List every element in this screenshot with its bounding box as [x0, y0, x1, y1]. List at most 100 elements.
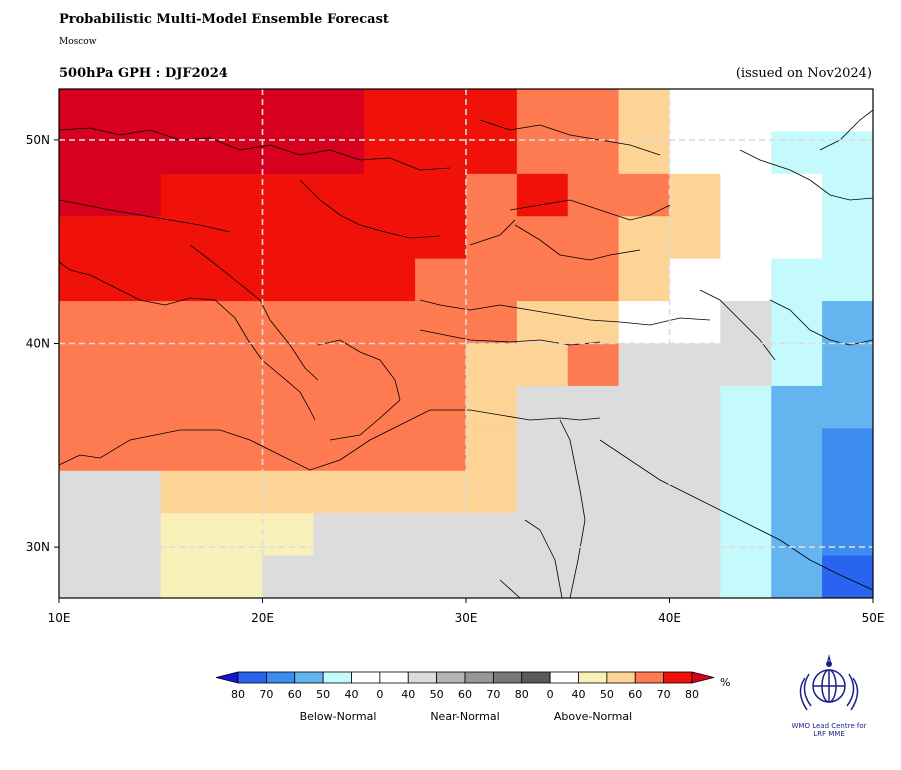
colorbar-tick-labels: 80 70 60 50 40 0 40 50 60 70 80 0 40 50 60 70 80: [231, 688, 699, 701]
probability-cell: [313, 555, 365, 598]
probability-cell: [720, 555, 772, 598]
colorbar-swatch: [578, 671, 608, 684]
probability-cell: [313, 385, 365, 429]
probability-cell: [364, 89, 416, 132]
probability-cell: [262, 89, 314, 132]
x-tick-label: 30E: [455, 611, 478, 625]
colorbar-swatch: [464, 671, 494, 684]
probability-cell: [109, 428, 162, 472]
probability-cell: [822, 385, 873, 429]
probability-cell: [516, 258, 569, 302]
probability-cell: [466, 385, 518, 429]
colorbar-tick-label: 60: [628, 688, 642, 701]
probability-cell: [109, 258, 162, 302]
probability-cell: [109, 513, 162, 557]
probability-cell: [822, 216, 873, 260]
probability-cell: [822, 470, 873, 514]
probability-cell: [567, 555, 620, 598]
probability-cell: [59, 343, 111, 387]
probability-cell: [618, 555, 670, 598]
chart-subtitle: Moscow: [59, 37, 97, 47]
probability-cell: [771, 470, 823, 514]
probability-cell: [516, 343, 569, 387]
probability-cell: [160, 513, 213, 557]
probability-cell: [160, 470, 213, 514]
probability-cell: [313, 428, 365, 472]
probability-cell: [822, 301, 873, 344]
probability-cell: [364, 258, 416, 302]
probability-cell: [211, 173, 263, 217]
coastlines: [59, 109, 873, 598]
probability-cell: [59, 216, 111, 260]
colorbar-swatch: [379, 671, 409, 684]
probability-cell: [669, 301, 721, 344]
probability-cell: [364, 555, 416, 598]
probability-cell: [669, 470, 721, 514]
probability-cell: [567, 470, 620, 514]
colorbar-tick-label: 80: [231, 688, 245, 701]
colorbar-left-arrow: [215, 671, 239, 684]
probability-cell: [720, 343, 772, 387]
colorbar-tick-label: 70: [657, 688, 671, 701]
colorbar-tick-label: 40: [345, 688, 359, 701]
probability-cell: [516, 301, 569, 344]
probability-cell: [669, 428, 721, 472]
probability-cell: [771, 301, 823, 344]
probability-cell: [822, 258, 873, 302]
probability-cell: [567, 258, 620, 302]
probability-cell: [567, 173, 620, 217]
probability-cell: [262, 216, 314, 260]
probability-cell: [822, 555, 873, 598]
probability-cell: [771, 555, 823, 598]
probability-cell: [822, 89, 873, 132]
probability-cell: [364, 385, 416, 429]
probability-cell: [516, 385, 569, 429]
probability-cell: [669, 555, 721, 598]
probability-cell: [160, 89, 213, 132]
probability-cell: [720, 428, 772, 472]
probability-cell: [822, 513, 873, 557]
probability-cell: [262, 301, 314, 344]
colorbar-tick-label: 70: [259, 688, 273, 701]
probability-cell: [160, 555, 213, 598]
colorbar-tick-label: 40: [572, 688, 586, 701]
probability-cell: [364, 513, 416, 557]
probability-cell: [415, 173, 467, 217]
probability-cell: [262, 470, 314, 514]
colorbar-tick-label: 80: [515, 688, 529, 701]
category-above-normal: Above-Normal: [554, 710, 632, 723]
colorbar-swatch: [549, 671, 579, 684]
probability-cell: [466, 343, 518, 387]
probability-cell: [160, 173, 213, 217]
forecast-map: 10E 20E 30E 40E 50E 30N 40N 50N: [26, 88, 884, 625]
probability-cell: [109, 343, 162, 387]
probability-cell: [109, 385, 162, 429]
probability-cell: [822, 131, 873, 175]
probability-cell: [567, 89, 620, 132]
probability-cell: [262, 173, 314, 217]
probability-cell: [771, 343, 823, 387]
probability-cell: [720, 301, 772, 344]
probability-cell: [771, 258, 823, 302]
probability-cell: [516, 428, 569, 472]
probability-cell: [516, 470, 569, 514]
probability-cell: [567, 513, 620, 557]
colorbar-swatches: [215, 671, 715, 684]
probability-cell: [160, 385, 213, 429]
colorbar-tick-label: 50: [430, 688, 444, 701]
probability-cell: [59, 470, 111, 514]
probability-cell: [618, 343, 670, 387]
probability-cell: [262, 343, 314, 387]
probability-cell: [720, 385, 772, 429]
probability-cell: [160, 301, 213, 344]
probability-cell: [466, 173, 518, 217]
probability-cell: [720, 513, 772, 557]
probability-cell: [669, 89, 721, 132]
probability-cell: [262, 428, 314, 472]
probability-cell: [771, 216, 823, 260]
colorbar-swatch: [294, 671, 324, 684]
probability-cell: [618, 173, 670, 217]
probability-cell: [466, 428, 518, 472]
x-tick-label: 10E: [48, 611, 71, 625]
probability-cell: [466, 555, 518, 598]
